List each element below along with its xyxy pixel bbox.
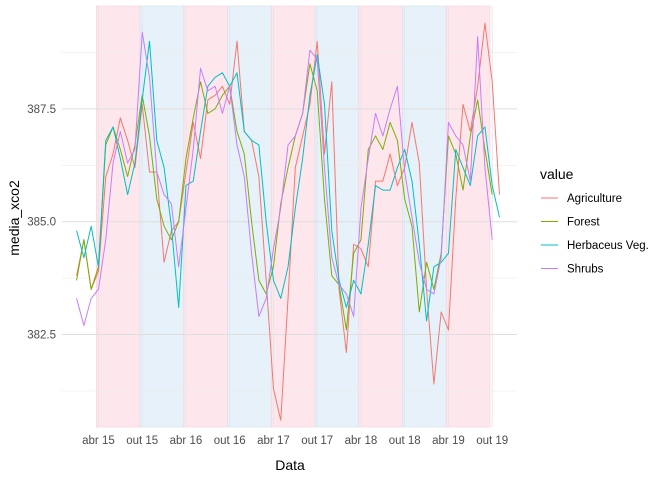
x-tick-label: abr 17 [257,435,290,447]
y-axis-title: media_xco2 [6,180,22,256]
season-band-pink [270,5,316,428]
legend-label: Shrubs [567,264,604,276]
series-line-agriculture [76,22,500,421]
x-tick-label: out 15 [126,435,158,447]
grid-lines [62,6,517,427]
legend-label: Herbaceus Veg. [567,240,649,252]
legend-label: Agriculture [567,193,622,205]
y-tick-label: 387.5 [27,104,56,116]
x-tick-label: abr 18 [345,435,378,447]
season-band-pink [95,5,141,428]
x-tick-label: abr 16 [170,435,203,447]
x-tick-label: out 19 [476,435,508,447]
x-tick-label: out 16 [214,435,246,447]
season-bands [95,5,491,428]
x-axis-ticks: abr 15 out 15 abr 16 out 16 abr 17 out 17 abr … [82,435,508,447]
series-lines [76,22,500,421]
x-tick-label: abr 19 [432,435,465,447]
x-tick-label: out 17 [301,435,333,447]
season-band-pink [445,5,491,428]
y-tick-label: 385.0 [27,217,56,229]
legend-label: Forest [567,217,600,229]
season-band-pink [358,5,403,428]
y-tick-label: 382.5 [27,329,56,341]
x-axis-title: Data [275,457,305,473]
legend-title: value [540,166,574,182]
season-band-pink [183,5,228,428]
y-axis-ticks: 382.5 385.0 387.5 [27,104,56,342]
x-tick-label: out 18 [389,435,421,447]
x-tick-label: abr 15 [82,435,115,447]
legend: value Agriculture Forest Herbaceus Veg. Shr… [540,166,649,276]
series-line-shrubs [76,31,493,326]
